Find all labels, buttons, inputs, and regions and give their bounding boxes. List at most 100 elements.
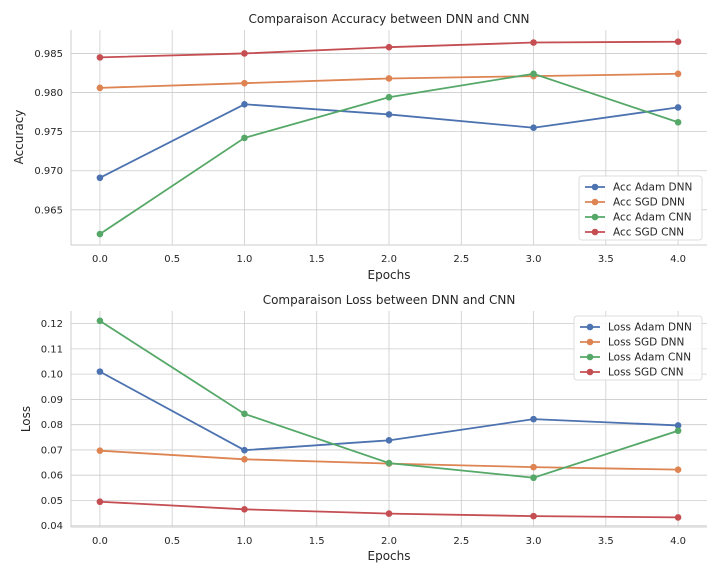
loss-legend-item: Loss SGD CNN bbox=[580, 367, 684, 379]
loss-data-point bbox=[385, 510, 393, 517]
accuracy-legend-swatch-marker bbox=[591, 213, 599, 221]
accuracy-legend-swatch-marker bbox=[591, 183, 599, 191]
loss-data-point bbox=[674, 466, 682, 473]
accuracy-x-tick-label: 1.5 bbox=[309, 254, 325, 265]
loss-data-point bbox=[241, 506, 248, 513]
loss-grid bbox=[71, 311, 707, 527]
accuracy-legend-box bbox=[578, 175, 703, 241]
loss-chart: Comparaison Loss between DNN and CNN Epo… bbox=[19, 293, 707, 563]
loss-legend-swatch-marker bbox=[586, 368, 594, 376]
accuracy-data-point bbox=[385, 111, 393, 118]
loss-y-tick-label: 0.09 bbox=[41, 395, 63, 406]
accuracy-data-point bbox=[385, 75, 393, 82]
accuracy-x-axis-label: Epochs bbox=[368, 268, 411, 282]
accuracy-y-axis-label: Accuracy bbox=[12, 110, 26, 165]
accuracy-data-point bbox=[241, 134, 248, 142]
accuracy-chart: Comparaison Accuracy between DNN and CNN… bbox=[12, 12, 707, 282]
loss-data-point bbox=[385, 459, 393, 467]
loss-legend-label: Loss SGD DNN bbox=[608, 337, 684, 349]
loss-data-point bbox=[96, 368, 104, 375]
loss-y-tick-label: 0.12 bbox=[41, 319, 63, 330]
loss-y-tick-label: 0.08 bbox=[41, 420, 63, 431]
accuracy-legend-item: Acc Adam DNN bbox=[585, 182, 692, 194]
accuracy-data-point bbox=[96, 230, 104, 238]
loss-data-point bbox=[241, 455, 248, 463]
accuracy-x-tick-label: 1.0 bbox=[237, 254, 253, 265]
loss-x-tick-label: 3.0 bbox=[526, 536, 542, 547]
accuracy-data-point bbox=[96, 54, 104, 61]
loss-legend-swatch-marker bbox=[586, 353, 594, 361]
loss-data-point bbox=[241, 410, 248, 418]
loss-chart-title: Comparaison Loss between DNN and CNN bbox=[263, 293, 516, 307]
loss-y-tick-label: 0.06 bbox=[41, 471, 63, 482]
accuracy-data-point bbox=[385, 43, 393, 51]
accuracy-data-point bbox=[674, 104, 682, 111]
loss-x-tick-label: 1.5 bbox=[309, 536, 325, 547]
accuracy-data-point bbox=[241, 79, 248, 87]
accuracy-legend-swatch-marker bbox=[591, 228, 599, 236]
loss-x-tick-label: 3.5 bbox=[598, 536, 614, 547]
accuracy-y-tick-label: 0.975 bbox=[34, 127, 63, 138]
loss-legend-label: Loss SGD CNN bbox=[608, 367, 684, 379]
accuracy-data-point bbox=[96, 84, 104, 92]
loss-data-point bbox=[530, 415, 537, 423]
accuracy-x-tick-label: 0.5 bbox=[164, 254, 180, 265]
accuracy-y-tick-label: 0.970 bbox=[34, 166, 63, 177]
accuracy-legend-item: Acc Adam CNN bbox=[585, 212, 692, 224]
accuracy-data-point bbox=[674, 70, 682, 78]
loss-legend-label: Loss Adam DNN bbox=[608, 322, 692, 334]
loss-data-point bbox=[241, 446, 248, 454]
loss-x-tick-label: 0.5 bbox=[164, 536, 180, 547]
accuracy-x-tick-label: 2.5 bbox=[453, 254, 469, 265]
accuracy-legend-label: Acc Adam CNN bbox=[613, 212, 692, 224]
loss-data-point bbox=[674, 427, 682, 435]
accuracy-legend-label: Acc SGD CNN bbox=[613, 227, 684, 239]
loss-data-point bbox=[530, 463, 537, 471]
accuracy-data-point bbox=[530, 70, 537, 78]
loss-y-axis-label: Loss bbox=[19, 406, 33, 432]
loss-data-point bbox=[674, 514, 682, 521]
loss-legend-box bbox=[573, 315, 703, 381]
loss-x-tick-label: 2.5 bbox=[453, 536, 469, 547]
loss-legend-item: Loss Adam DNN bbox=[580, 322, 692, 334]
loss-legend-item: Loss Adam CNN bbox=[580, 352, 691, 364]
accuracy-chart-title: Comparaison Accuracy between DNN and CNN bbox=[248, 12, 529, 26]
accuracy-series-3 bbox=[96, 70, 682, 238]
loss-legend-swatch-marker bbox=[586, 338, 594, 346]
accuracy-data-point bbox=[530, 124, 537, 132]
accuracy-x-tick-label: 4.0 bbox=[670, 254, 686, 265]
accuracy-series-2 bbox=[96, 70, 682, 92]
loss-y-tick-label: 0.05 bbox=[41, 496, 63, 507]
accuracy-x-tick-label: 2.0 bbox=[381, 254, 397, 265]
loss-series-4 bbox=[96, 498, 682, 521]
loss-y-tick-label: 0.04 bbox=[41, 521, 63, 532]
accuracy-series-1 bbox=[96, 100, 682, 182]
accuracy-legend-item: Acc SGD DNN bbox=[585, 197, 685, 209]
loss-x-tick-label: 4.0 bbox=[670, 536, 686, 547]
accuracy-legend-swatch-marker bbox=[591, 198, 599, 206]
loss-data-point bbox=[385, 437, 393, 444]
loss-legend-label: Loss Adam CNN bbox=[608, 352, 691, 364]
accuracy-data-point bbox=[385, 93, 393, 101]
accuracy-legend-item: Acc SGD CNN bbox=[585, 227, 684, 239]
loss-series-3 bbox=[96, 317, 682, 482]
loss-series-1 bbox=[96, 368, 682, 454]
loss-y-tick-label: 0.07 bbox=[41, 445, 63, 456]
accuracy-y-tick-label: 0.980 bbox=[34, 88, 63, 99]
loss-x-tick-label: 2.0 bbox=[381, 536, 397, 547]
loss-y-tick-label: 0.10 bbox=[41, 370, 63, 381]
accuracy-y-tick-label: 0.965 bbox=[34, 205, 63, 216]
loss-legend-item: Loss SGD DNN bbox=[580, 337, 684, 349]
loss-legend-swatch-marker bbox=[586, 323, 594, 331]
accuracy-data-point bbox=[674, 118, 682, 126]
loss-data-point bbox=[96, 447, 104, 455]
loss-data-point bbox=[96, 317, 104, 325]
accuracy-legend: Acc Adam DNN Acc SGD DNN Acc Adam CNN Acc S… bbox=[578, 175, 703, 241]
accuracy-y-tick-label: 0.985 bbox=[34, 49, 63, 60]
loss-data-point bbox=[530, 474, 537, 482]
accuracy-data-point bbox=[241, 100, 248, 108]
loss-x-tick-label: 0.0 bbox=[92, 536, 108, 547]
accuracy-data-point bbox=[674, 38, 682, 46]
accuracy-x-tick-label: 3.0 bbox=[526, 254, 542, 265]
